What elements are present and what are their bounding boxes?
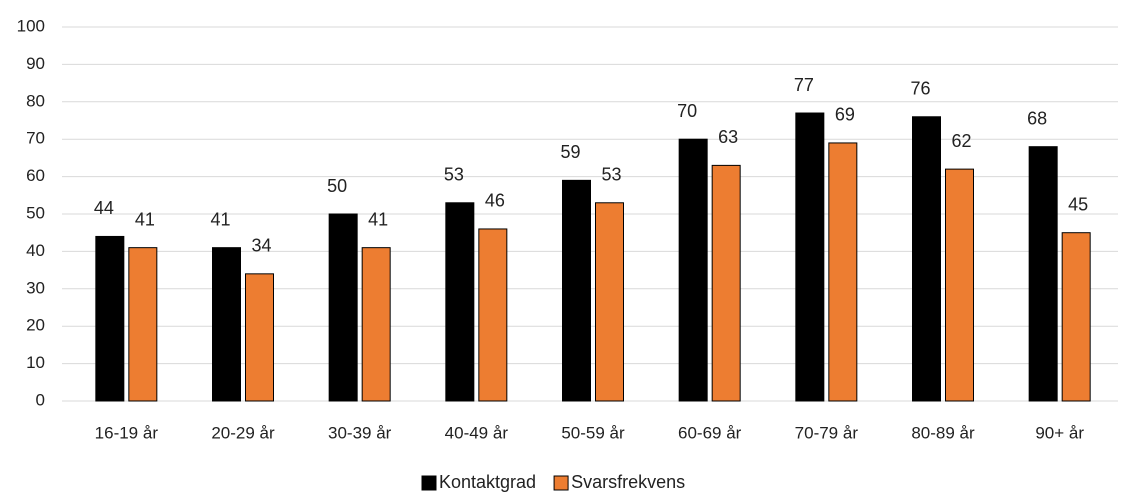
- data-label: 45: [1068, 194, 1088, 214]
- bar: [1061, 232, 1091, 402]
- x-tick-label: 70-79 år: [795, 423, 859, 442]
- y-tick-label: 50: [26, 203, 45, 222]
- x-tick-label: 90+ år: [1035, 423, 1084, 442]
- bar: [128, 247, 158, 402]
- data-label: 44: [94, 198, 114, 218]
- data-label: 34: [251, 236, 271, 256]
- x-tick-label: 20-29 år: [211, 423, 275, 442]
- data-label: 62: [951, 131, 971, 151]
- data-label: 59: [560, 142, 580, 162]
- y-tick-label: 60: [26, 166, 45, 185]
- bar: [361, 247, 391, 402]
- bar: [245, 273, 274, 402]
- x-tick-label: 50-59 år: [561, 423, 625, 442]
- y-tick-label: 40: [26, 241, 45, 260]
- y-tick-label: 80: [26, 91, 45, 110]
- y-tick-label: 30: [26, 278, 45, 297]
- legend-label: Kontaktgrad: [439, 472, 536, 492]
- bar: [795, 112, 825, 402]
- bar: [828, 142, 858, 402]
- bar: [212, 247, 241, 402]
- data-label: 41: [368, 209, 388, 229]
- bar: [945, 168, 974, 402]
- data-label: 46: [485, 191, 505, 211]
- x-tick-label: 16-19 år: [95, 423, 159, 442]
- bar: [1028, 146, 1058, 402]
- y-tick-label: 100: [17, 16, 45, 35]
- data-label: 63: [718, 127, 738, 147]
- y-tick-label: 0: [36, 390, 45, 409]
- data-label: 53: [444, 165, 464, 185]
- data-label: 70: [677, 101, 697, 121]
- legend-label: Svarsfrekvens: [571, 472, 685, 492]
- x-tick-label: 40-49 år: [445, 423, 509, 442]
- bar: [478, 228, 508, 402]
- bar: [595, 202, 624, 402]
- x-tick-label: 60-69 år: [678, 423, 742, 442]
- data-label: 76: [910, 79, 930, 99]
- bar: [912, 116, 941, 402]
- bar: [95, 235, 125, 402]
- bar: [711, 164, 741, 402]
- y-tick-label: 20: [26, 316, 45, 335]
- y-tick-label: 70: [26, 129, 45, 148]
- x-tick-label: 80-89 år: [911, 423, 975, 442]
- legend-swatch: [421, 475, 437, 491]
- data-label: 53: [601, 165, 621, 185]
- x-tick-label: 30-39 år: [328, 423, 392, 442]
- bar: [445, 202, 475, 402]
- data-label: 50: [327, 176, 347, 196]
- bar: [562, 179, 591, 402]
- data-label: 77: [794, 75, 814, 95]
- y-tick-label: 10: [26, 353, 45, 372]
- y-tick-label: 90: [26, 54, 45, 73]
- data-label: 41: [210, 209, 230, 229]
- bar: [678, 138, 708, 402]
- data-label: 69: [835, 105, 855, 125]
- data-label: 41: [135, 209, 155, 229]
- bar: [328, 213, 358, 402]
- legend-swatch: [553, 475, 569, 491]
- data-label: 68: [1027, 108, 1047, 128]
